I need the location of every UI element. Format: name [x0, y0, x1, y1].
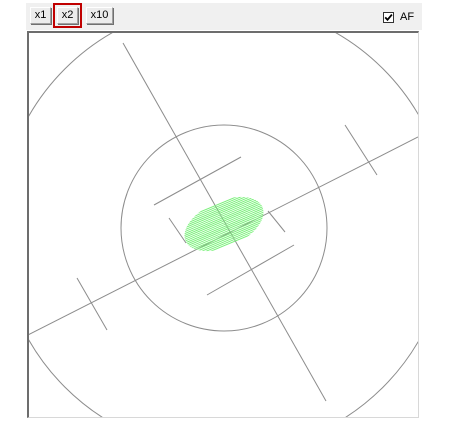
axis-tick — [76, 277, 108, 331]
axis-tick — [267, 210, 286, 233]
zoom-x2-button[interactable]: x2 — [53, 3, 82, 28]
zoom-toolbar: x1 x2 x10 AF — [26, 3, 422, 30]
zoom-x10-button[interactable]: x10 — [86, 7, 113, 24]
spot-diagram — [29, 33, 418, 417]
axis-tick — [344, 124, 378, 176]
autofocus-checkbox[interactable] — [383, 11, 394, 23]
spot-diagram-canvas[interactable] — [27, 31, 419, 418]
axis-tick — [168, 217, 187, 244]
axis-tick — [206, 244, 295, 296]
autofocus-label: AF — [400, 11, 415, 23]
axis-tick — [153, 156, 242, 206]
cross-axis-line — [122, 42, 327, 402]
zoom-x1-button[interactable]: x1 — [30, 7, 51, 24]
autofocus-toggle[interactable]: AF — [383, 9, 414, 25]
checkmark-icon — [384, 13, 393, 21]
inner-range-circle — [120, 124, 328, 332]
